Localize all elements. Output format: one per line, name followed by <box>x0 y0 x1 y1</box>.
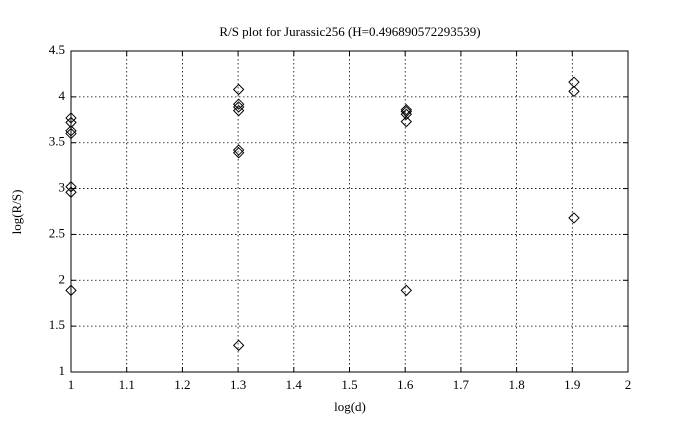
data-point <box>65 112 77 124</box>
x-tick-label: 1 <box>68 377 75 392</box>
x-tick-label: 1.9 <box>564 377 580 392</box>
y-tick-label: 3 <box>59 180 66 195</box>
y-tick-label: 2.5 <box>49 225 65 240</box>
data-point <box>65 125 77 137</box>
data-point <box>232 144 245 156</box>
data-point <box>568 212 580 224</box>
data-point <box>232 83 245 96</box>
x-tick-label: 1.5 <box>341 377 357 392</box>
data-point <box>232 339 245 352</box>
x-tick-label: 1.8 <box>508 377 524 392</box>
data-point <box>65 116 77 129</box>
y-tick-label: 4.5 <box>49 42 65 57</box>
data-point <box>568 76 580 88</box>
x-tick-label: 1.1 <box>119 377 135 392</box>
data-point <box>232 104 245 117</box>
y-tick-label: 1 <box>59 363 66 378</box>
data-point <box>232 147 245 159</box>
data-point <box>65 284 77 297</box>
x-tick-label: 1.4 <box>286 377 303 392</box>
x-tick-label: 1.6 <box>397 377 414 392</box>
y-tick-label: 3.5 <box>49 134 65 149</box>
data-point <box>400 284 413 297</box>
x-tick-label: 1.2 <box>174 377 190 392</box>
y-tick-label: 4 <box>59 88 66 103</box>
chart-title: R/S plot for Jurassic256 (H=0.4968905722… <box>219 24 480 39</box>
data-point <box>400 115 413 128</box>
x-tick-label: 2 <box>625 377 632 392</box>
y-tick-label: 2 <box>59 271 66 286</box>
plot-frame <box>70 50 629 373</box>
data-point <box>65 181 77 193</box>
x-tick-label: 1.3 <box>230 377 246 392</box>
data-point <box>65 186 77 198</box>
x-tick-label: 1.7 <box>453 377 470 392</box>
data-point <box>232 101 245 113</box>
data-point <box>568 85 580 98</box>
x-axis-label: log(d) <box>334 399 366 414</box>
data-point <box>400 108 413 120</box>
data-point <box>65 127 77 140</box>
data-point <box>400 103 413 116</box>
y-tick-label: 1.5 <box>49 317 65 332</box>
data-point <box>232 98 245 110</box>
y-axis-label: log(R/S) <box>9 190 24 235</box>
